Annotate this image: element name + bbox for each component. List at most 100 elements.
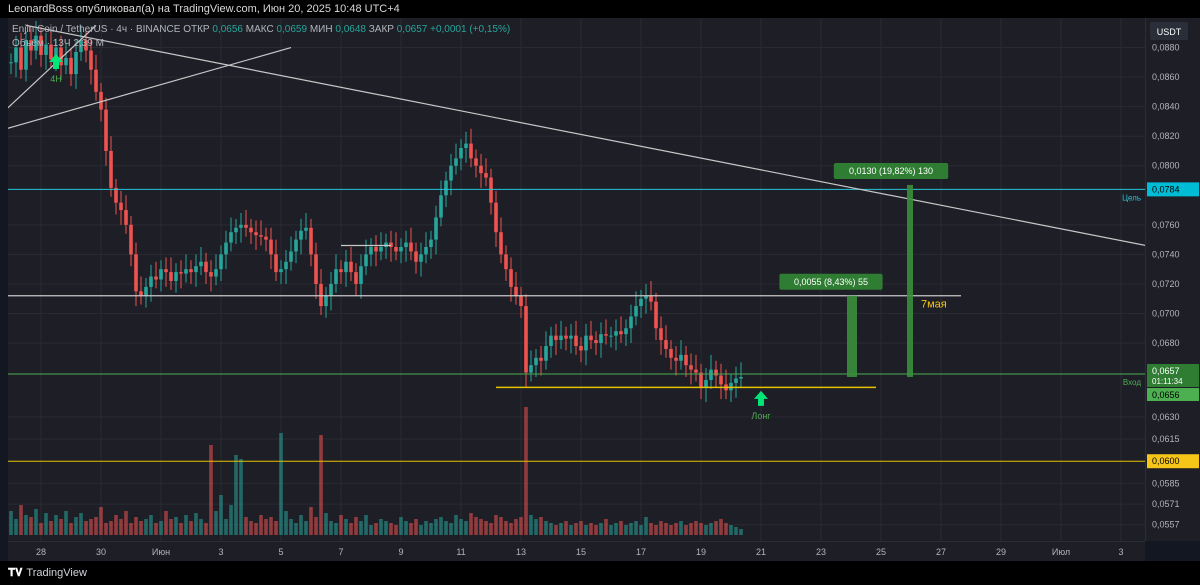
volume-bar <box>339 515 343 535</box>
time-axis[interactable]: 28 30 Июн 3 5 7 9 11 13 15 17 19 21 23 25 27 29 Июл 3 <box>8 541 1145 561</box>
candle-body <box>94 69 98 92</box>
candle-body <box>479 165 483 174</box>
current-price-tag: 0,0656 <box>1152 390 1180 400</box>
candle-body <box>209 272 213 277</box>
candle-body <box>374 246 378 252</box>
volume-bar <box>629 523 633 535</box>
volume-bar <box>309 507 313 535</box>
volume-bar <box>444 521 448 535</box>
volume-bar <box>689 523 693 535</box>
tradingview-logo[interactable]: 𝐓𝐕 TradingView <box>8 567 87 580</box>
time-tick: 25 <box>876 547 886 557</box>
time-tick: 7 <box>338 547 343 557</box>
tv-logo-icon: 𝐓𝐕 <box>8 567 23 579</box>
candle-body <box>649 295 653 302</box>
candle-body <box>564 335 568 339</box>
candle-body <box>14 47 18 63</box>
volume-bar <box>84 521 88 535</box>
price-axis[interactable]: USDT 0,0880 0,0860 0,0840 0,0820 0,0800 0,0760… <box>1145 18 1200 541</box>
time-tick: 13 <box>516 547 526 557</box>
price-chart[interactable]: 0,0055 (8,43%) 55 0,0130 (19,82%) 130 7мая… <box>8 18 1145 541</box>
candle-body <box>659 328 663 341</box>
volume-bar <box>589 523 593 535</box>
candle-body <box>539 357 543 361</box>
volume-bar <box>734 527 738 535</box>
time-tick: 27 <box>936 547 946 557</box>
volume-bar <box>109 521 113 535</box>
price-tick: 0,0760 <box>1152 220 1180 230</box>
price-tick: 0,0585 <box>1152 478 1180 488</box>
candle-body <box>734 378 738 383</box>
volume-bar <box>579 521 583 535</box>
volume-bar <box>34 509 38 535</box>
candle-body <box>349 261 353 273</box>
candle-body <box>589 335 593 341</box>
volume-bar <box>614 523 618 535</box>
price-tick: 0,0740 <box>1152 249 1180 259</box>
volume-bar <box>94 517 98 535</box>
volume-bar <box>174 517 178 535</box>
candle-body <box>409 242 413 252</box>
candle-body <box>314 254 318 284</box>
volume-bar <box>344 519 348 535</box>
candle-body <box>124 210 128 225</box>
volume-bar <box>224 519 228 535</box>
volume-bar <box>364 515 368 535</box>
candle-body <box>269 239 273 255</box>
candle-body <box>319 283 323 307</box>
candle-body <box>309 227 313 255</box>
candle-body <box>159 269 163 280</box>
volume-bar <box>124 511 128 535</box>
time-tick: 29 <box>996 547 1006 557</box>
volume-bar <box>24 515 28 535</box>
candle-body <box>709 369 713 380</box>
trendline <box>8 46 292 129</box>
volume-bar <box>374 523 378 535</box>
open-value: 0,0656 <box>212 24 243 35</box>
volume-bar <box>664 523 668 535</box>
target-side-label: Цель <box>1122 193 1141 202</box>
price-tick: 0,0557 <box>1152 520 1180 530</box>
volume-bar <box>169 519 173 535</box>
volume-bar <box>459 519 463 535</box>
volume-bar <box>584 525 588 535</box>
volume-bar <box>729 525 733 535</box>
volume-bar <box>529 515 533 535</box>
time-tick: 17 <box>636 547 646 557</box>
time-axis-svg: 28 30 Июн 3 5 7 9 11 13 15 17 19 21 23 25 27 29 Июл 3 <box>36 547 1124 557</box>
volume-bar <box>609 525 613 535</box>
candle-body <box>399 246 403 252</box>
price-tick: 0,0820 <box>1152 131 1180 141</box>
candle-body <box>179 272 183 274</box>
time-tick: 3 <box>218 547 223 557</box>
time-tick: Июн <box>152 547 170 557</box>
volume-bar <box>359 521 363 535</box>
candle-body <box>494 202 498 233</box>
volume-bar <box>514 519 518 535</box>
candle-body <box>174 272 178 281</box>
volume-bar <box>484 521 488 535</box>
chart-area[interactable]: 0,0055 (8,43%) 55 0,0130 (19,82%) 130 7мая… <box>8 18 1145 541</box>
time-tick: 30 <box>96 547 106 557</box>
volume-bar <box>549 523 553 535</box>
volume-bar <box>204 523 208 535</box>
candle-body <box>394 246 398 252</box>
volume-bar <box>569 525 573 535</box>
target-label-box <box>833 162 949 179</box>
volume-bar <box>64 511 68 535</box>
volume-bar <box>214 511 218 535</box>
volume-bar <box>519 517 523 535</box>
candle-body <box>369 246 373 255</box>
brand-text: TradingView <box>26 567 87 579</box>
candle-body <box>244 224 248 228</box>
volume-bar <box>649 523 653 535</box>
candle-body <box>129 224 133 255</box>
volume-bar <box>304 521 308 535</box>
candle-body <box>514 286 518 296</box>
candle-body <box>699 372 703 388</box>
candle-body <box>9 62 13 64</box>
trendline <box>25 24 1145 246</box>
volume-bar <box>454 515 458 535</box>
candle-body <box>279 269 283 273</box>
candle-body <box>599 334 603 344</box>
